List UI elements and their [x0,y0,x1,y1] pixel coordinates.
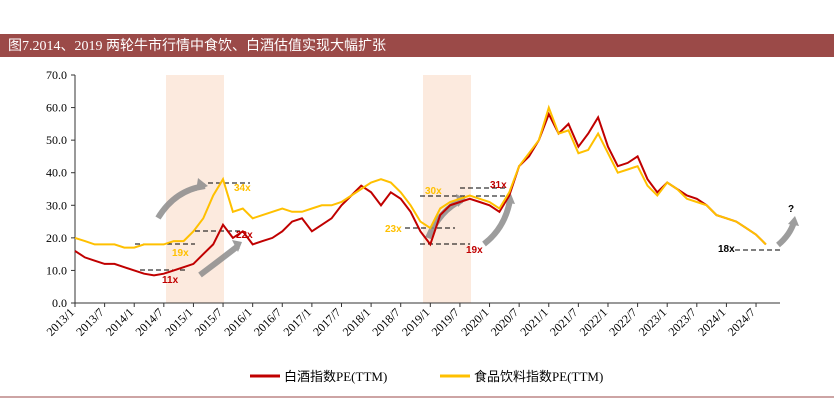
x-tick-label: 2014/7 [132,305,165,338]
title-bar [0,34,834,57]
x-tick-label: 2017/1 [281,305,314,338]
x-tick-label: 2015/7 [192,305,225,338]
y-tick-label: 10.0 [46,263,67,277]
x-tick-label: 2014/1 [103,305,136,338]
x-tick-label: 2019/1 [399,305,432,338]
annotation: 19x [466,245,483,256]
y-tick-label: 20.0 [46,231,67,245]
y-tick-label: 60.0 [46,101,67,115]
y-tick-label: 30.0 [46,198,67,212]
x-tick-label: 2023/7 [665,305,698,338]
annotation: 19x [172,248,189,259]
annotation: 30x [425,186,442,197]
x-tick-label: 2013/7 [73,305,106,338]
arrows [155,178,799,278]
x-tick-label: 2021/1 [517,305,550,338]
y-tick-label: 40.0 [46,166,67,180]
annotation: 23x [385,224,402,235]
annotation: ? [788,204,794,215]
x-tick-label: 2018/1 [340,305,373,338]
y-tick-label: 70.0 [46,68,67,82]
y-tick-label: 0.0 [52,296,67,310]
annotation: 34x [234,183,251,194]
annotation: 31x [490,180,507,191]
x-tick-label: 2015/1 [162,305,195,338]
x-tick-label: 2017/7 [310,305,343,338]
x-tick-label: 2020/7 [488,305,521,338]
annotation: 22x [236,230,253,241]
highlight-2019 [423,75,471,303]
x-tick-label: 2022/7 [606,305,639,338]
x-tick-label: 2019/7 [429,305,462,338]
x-tick-label: 2016/1 [221,305,254,338]
x-tick-label: 2024/7 [725,305,758,338]
series-line [74,111,767,277]
annotation: 11x [162,275,179,286]
legend-label: 食品饮料指数PE(TTM) [474,369,603,384]
y-tick-label: 50.0 [46,133,67,147]
x-tick-label: 2022/1 [577,305,610,338]
annotation: 18x [718,244,735,255]
x-tick-label: 2021/7 [547,305,580,338]
x-tick-label: 2018/7 [369,305,402,338]
x-tick-label: 2024/1 [695,305,728,338]
legend-label: 白酒指数PE(TTM) [284,369,387,384]
series-line [74,104,767,249]
x-tick-label: 2020/1 [458,305,491,338]
x-tick-label: 2016/7 [251,305,284,338]
x-tick-label: 2023/1 [636,305,669,338]
chart-title: 图7.2014、2019 两轮牛市行情中食饮、白酒估值实现大幅扩张 [8,37,386,54]
x-tick-label: 2013/1 [44,305,77,338]
